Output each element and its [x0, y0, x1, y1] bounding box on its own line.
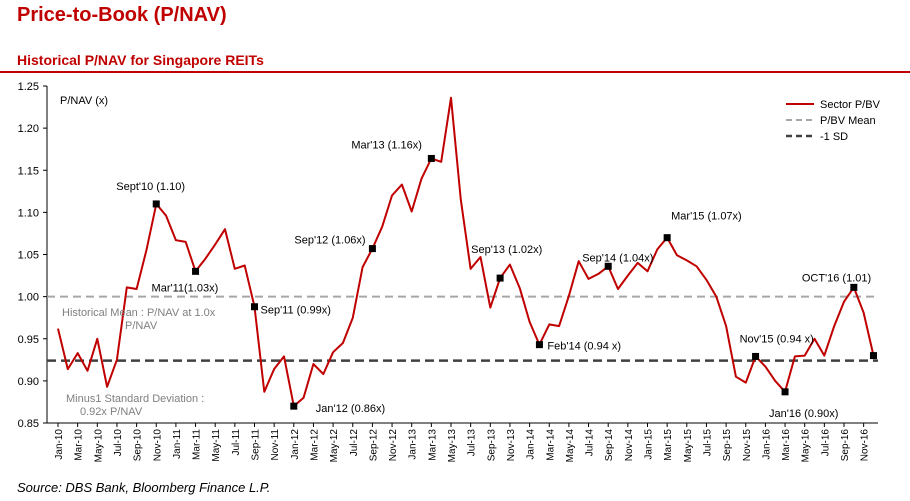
x-tick-label: Jan-11 [172, 429, 183, 459]
x-tick-label: May-10 [93, 429, 104, 463]
y-tick-label: 1.15 [18, 165, 39, 177]
mean-annotation: Historical Mean : P/NAV at 1.0x [62, 307, 216, 319]
x-tick-label: Mar-11 [192, 429, 203, 460]
x-tick-label: Mar-16 [781, 429, 792, 461]
annotation-label: Mar'15 (1.07x) [671, 211, 742, 223]
annotation-marker [663, 234, 671, 242]
annotation-label: Feb'14 (0.94 x) [547, 341, 621, 353]
y-axis-title: P/NAV (x) [60, 95, 108, 107]
y-tick-label: 1.05 [18, 250, 39, 262]
y-tick-label: 1.20 [18, 123, 39, 135]
x-tick-label: Mar-12 [309, 429, 320, 461]
annotation-label: Mar'13 (1.16x) [351, 139, 422, 151]
x-tick-label: Nov-12 [388, 429, 399, 462]
x-tick-label: Jul-12 [349, 429, 360, 457]
annotation-marker [535, 341, 543, 349]
x-tick-label: Sep-13 [486, 429, 497, 462]
mean-annotation-unit: P/NAV [125, 320, 158, 332]
x-tick-label: Mar-14 [545, 429, 556, 461]
sd-annotation: Minus1 Standard Deviation : [66, 393, 204, 405]
x-tick-label: Nov-13 [506, 429, 517, 462]
annotation-label: Sep'12 (1.06x) [294, 235, 365, 247]
annotation-label: Mar'11(1.03x) [152, 282, 219, 294]
x-tick-label: Jan-10 [54, 429, 65, 460]
x-tick-label: Sep-15 [722, 429, 733, 462]
series-lines [57, 96, 875, 408]
annotation-label: Jan'12 (0.86x) [316, 403, 385, 415]
x-tick-label: Jan-15 [644, 429, 655, 460]
annotation-marker [850, 283, 858, 291]
annotation-marker [192, 267, 200, 275]
annotation-marker [496, 274, 504, 282]
annotation-label: Sept'10 (1.10) [116, 181, 185, 193]
x-tick-label: Jul-15 [702, 429, 713, 457]
legend-label: -1 SD [820, 131, 848, 143]
sd-annotation-value: 0.92x P/NAV [80, 406, 143, 418]
annotation-markers [152, 154, 877, 410]
x-tick-label: Jul-16 [820, 429, 831, 457]
x-tick-label: Jul-14 [585, 429, 596, 457]
x-tick-label: Nov-11 [270, 429, 281, 461]
x-tick-label: Mar-15 [663, 429, 674, 461]
y-tick-label: 1.00 [18, 292, 39, 304]
legend-label: Sector P/BV [820, 99, 881, 111]
annotation-marker [781, 388, 789, 396]
y-tick-label: 0.95 [18, 334, 39, 346]
x-tick-label: Jul-11 [231, 429, 242, 456]
x-tick-label: May-15 [683, 429, 694, 463]
x-tick-label: May-14 [565, 429, 576, 463]
x-tick-label: Sep-16 [840, 429, 851, 462]
x-tick-label: Mar-13 [427, 429, 438, 461]
x-tick-label: Sep-11 [251, 429, 262, 461]
annotation-label: Sep'11 (0.99x) [261, 305, 331, 317]
x-tick-label: Jul-10 [113, 429, 124, 457]
page-title: Price-to-Book (P/NAV) [17, 4, 227, 26]
annotation-label: Jan'16 (0.90x) [769, 408, 838, 420]
y-tick-label: 1.25 [18, 81, 39, 93]
annotation-marker [251, 303, 258, 311]
chart-legend: Sector P/BV P/BV Mean -1 SD [786, 99, 881, 143]
annotation-marker [427, 154, 435, 162]
annotation-label: Sep'14 (1.04x) [582, 252, 653, 264]
x-tick-label: Sep-12 [368, 429, 379, 462]
annotation-marker [290, 402, 298, 410]
annotation-label: Sep'13 (1.02x) [471, 244, 542, 256]
x-tick-label: Mar-10 [74, 429, 85, 461]
annotation-marker [368, 245, 376, 253]
x-tick-label: Jan-14 [526, 429, 537, 460]
annotation-labels: Historical Mean : P/NAV at 1.0xP/NAV Minu… [62, 139, 871, 419]
annotation-marker [152, 200, 160, 208]
header-divider [0, 71, 910, 73]
legend-label: P/BV Mean [820, 115, 876, 127]
annotation-marker [752, 352, 760, 360]
pnav-line-chart: 0.85 0.90 0.95 1.00 1.05 1.10 1.15 1.20 1.25 P/NA… [18, 81, 881, 462]
source-note: Source: DBS Bank, Bloomberg Finance L.P. [17, 480, 271, 495]
x-tick-label: May-12 [329, 429, 340, 463]
annotation-label: OCT'16 (1.01) [802, 272, 871, 284]
x-tick-label: Jan-12 [290, 429, 301, 460]
x-tick-label: Nov-16 [860, 429, 871, 462]
x-tick-label: May-13 [447, 429, 458, 463]
reference-lines [47, 295, 878, 362]
annotation-marker [869, 352, 877, 360]
chart-subtitle: Historical P/NAV for Singapore REITs [17, 52, 264, 68]
x-tick-label: Nov-10 [152, 429, 163, 462]
x-tick-label: Jan-13 [408, 429, 419, 460]
x-tick-label: Nov-14 [624, 429, 635, 462]
sector-pbv-line [57, 96, 875, 408]
x-tick-label: Jan-16 [761, 429, 772, 460]
annotation-marker [604, 262, 612, 270]
annotation-label: Nov'15 (0.94 x) [740, 333, 814, 345]
y-tick-label: 0.90 [18, 376, 39, 388]
x-tick-label: Nov-15 [742, 429, 753, 462]
y-tick-label: 1.10 [18, 207, 39, 219]
y-tick-label: 0.85 [18, 418, 39, 430]
axes: 0.85 0.90 0.95 1.00 1.05 1.10 1.15 1.20 1.25 P/NA… [18, 81, 878, 462]
x-tick-label: Sep-10 [133, 429, 144, 462]
x-tick-label: Sep-14 [604, 429, 615, 462]
x-tick-label: Jul-13 [467, 429, 478, 457]
x-tick-label: May-11 [211, 429, 222, 462]
x-tick-label: May-16 [801, 429, 812, 463]
